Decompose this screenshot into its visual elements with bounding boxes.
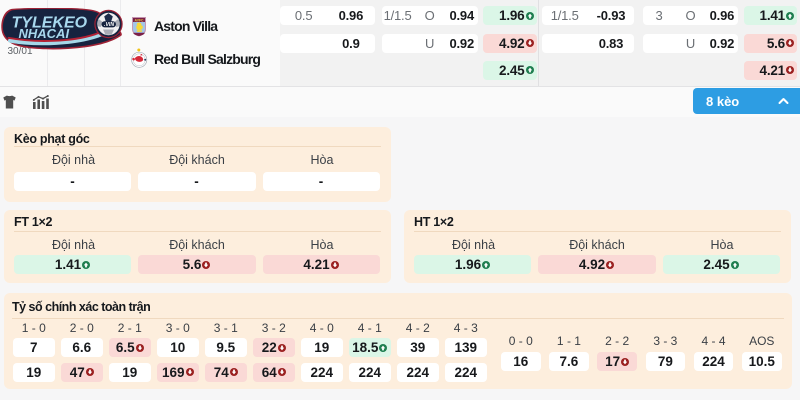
svg-text:NHACAI: NHACAI bbox=[19, 26, 70, 41]
svg-text:.VIN: .VIN bbox=[104, 22, 114, 28]
svg-text:AVFC: AVFC bbox=[135, 18, 145, 22]
svg-text:TYLEKEO: TYLEKEO bbox=[12, 15, 88, 32]
